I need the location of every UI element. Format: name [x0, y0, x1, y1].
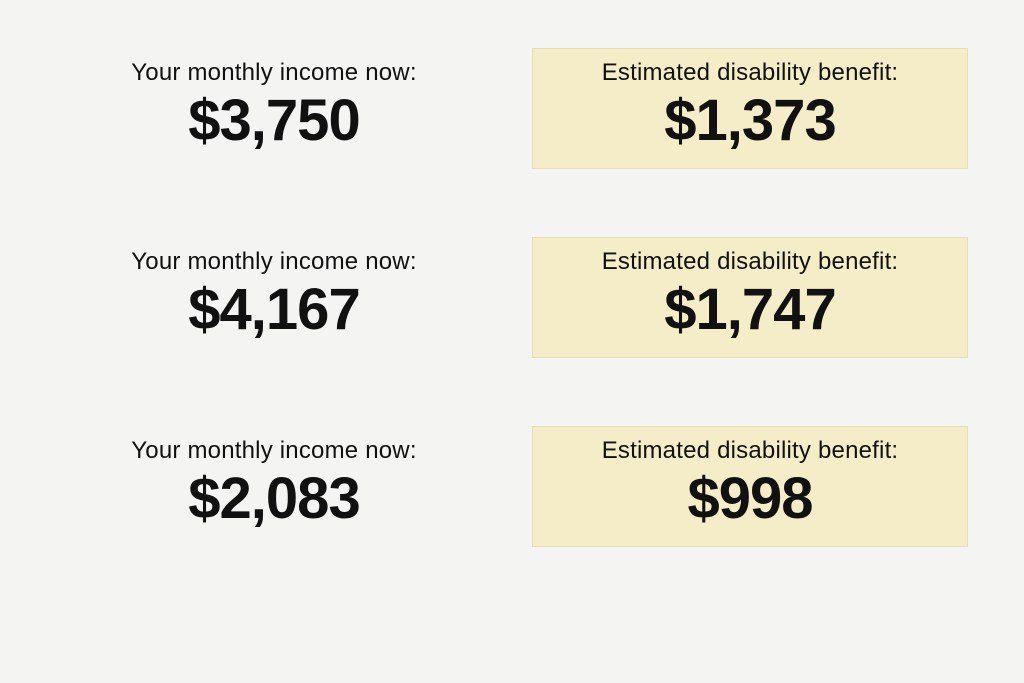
benefit-cell: Estimated disability benefit: $1,747 — [532, 237, 968, 358]
income-value: $4,167 — [188, 280, 359, 341]
income-value: $2,083 — [188, 469, 359, 530]
income-cell: Your monthly income now: $2,083 — [56, 426, 492, 547]
income-label: Your monthly income now: — [131, 59, 416, 87]
income-label: Your monthly income now: — [131, 248, 416, 276]
benefit-value: $1,373 — [664, 91, 835, 152]
benefit-value: $998 — [687, 469, 812, 530]
income-cell: Your monthly income now: $4,167 — [56, 237, 492, 358]
comparison-row: Your monthly income now: $4,167 Estimate… — [56, 237, 968, 358]
comparison-row: Your monthly income now: $3,750 Estimate… — [56, 48, 968, 169]
benefit-label: Estimated disability benefit: — [602, 437, 899, 465]
benefit-label: Estimated disability benefit: — [602, 59, 899, 87]
benefit-label: Estimated disability benefit: — [602, 248, 899, 276]
benefit-cell: Estimated disability benefit: $1,373 — [532, 48, 968, 169]
income-cell: Your monthly income now: $3,750 — [56, 48, 492, 169]
comparison-row: Your monthly income now: $2,083 Estimate… — [56, 426, 968, 547]
income-label: Your monthly income now: — [131, 437, 416, 465]
benefit-value: $1,747 — [664, 280, 835, 341]
income-value: $3,750 — [188, 91, 359, 152]
benefit-cell: Estimated disability benefit: $998 — [532, 426, 968, 547]
